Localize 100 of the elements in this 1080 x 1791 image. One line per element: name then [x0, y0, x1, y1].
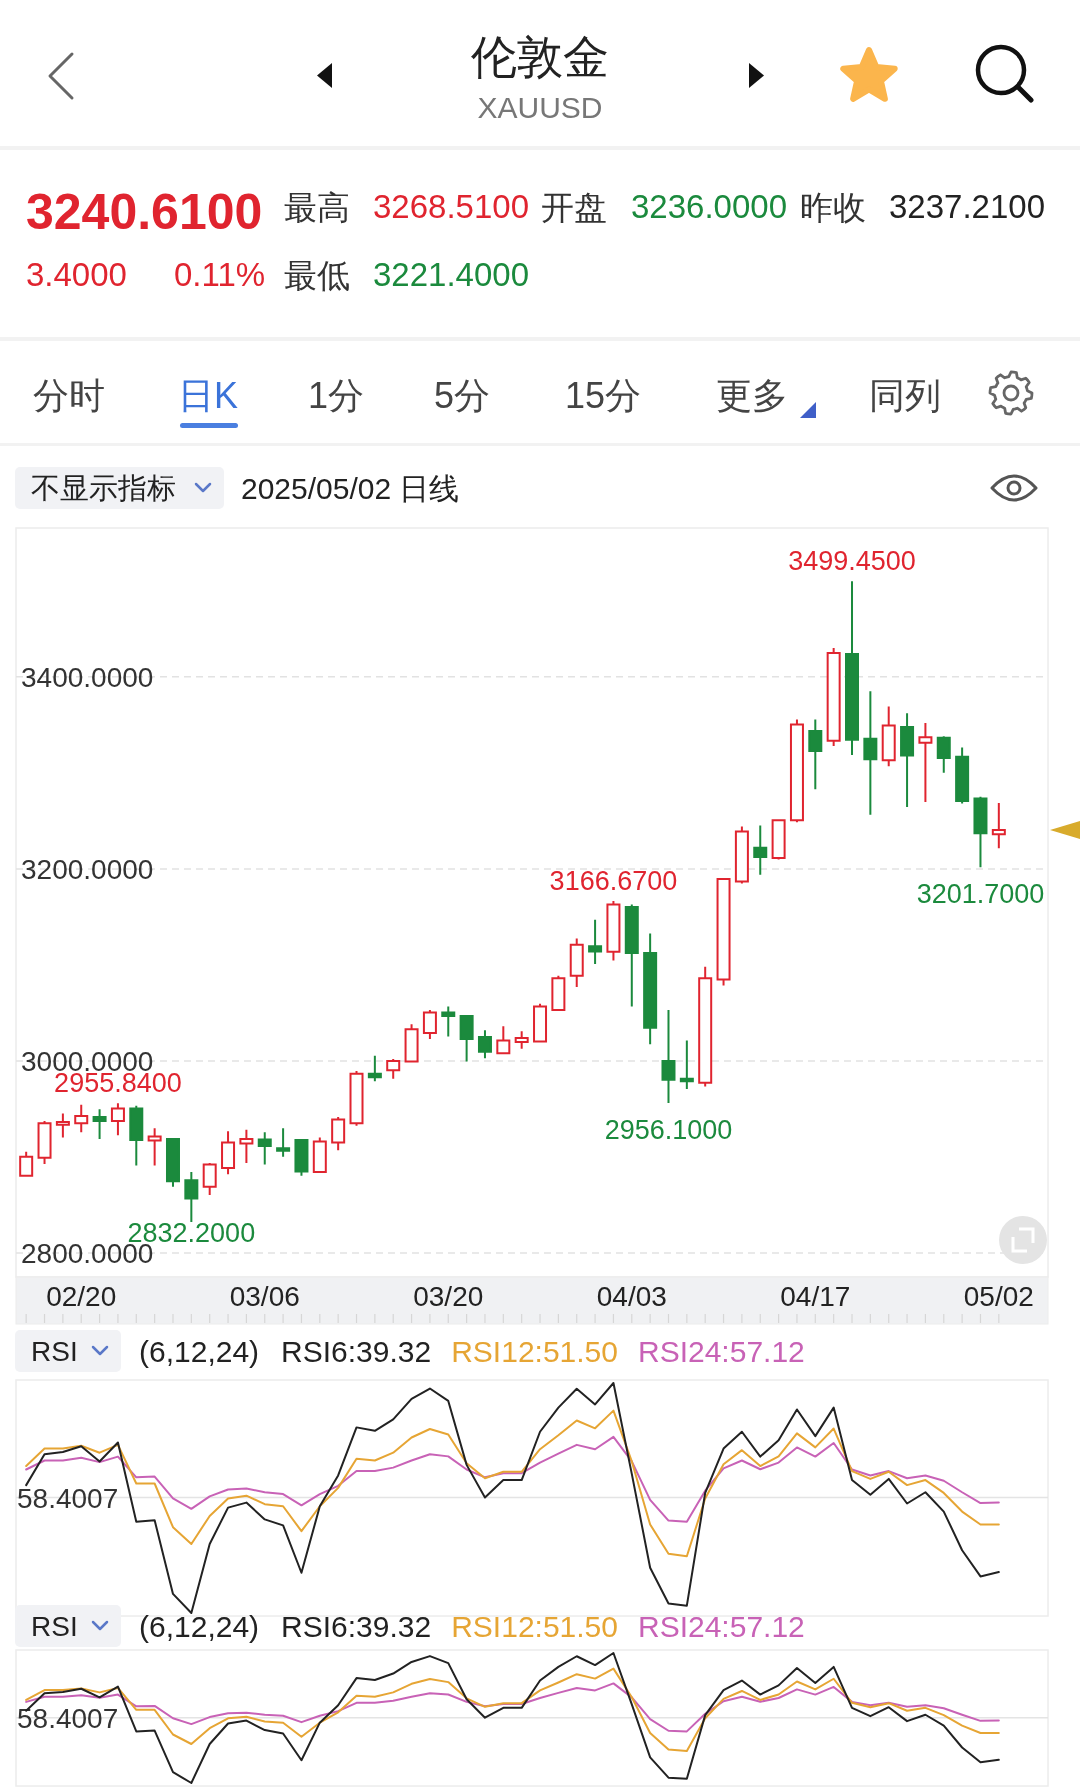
annotation: 3201.7000	[916, 879, 1045, 910]
candlestick	[551, 974, 566, 1012]
candlestick	[459, 1014, 474, 1063]
candlestick	[991, 802, 1006, 850]
candlestick	[202, 1161, 217, 1196]
series-label: RSI6:39.32	[281, 1610, 432, 1643]
candlestick	[918, 721, 933, 803]
candlestick	[147, 1127, 162, 1167]
candlestick	[165, 1137, 180, 1188]
candlestick	[514, 1030, 529, 1050]
x-tick-label: 05/02	[963, 1281, 1034, 1312]
candlestick	[936, 735, 951, 774]
chart-subtitle: (6,12,24)	[139, 1610, 260, 1643]
text: 开盘	[541, 189, 607, 226]
text: 伦敦金	[471, 31, 609, 83]
text: 最高	[284, 189, 350, 226]
candlestick	[92, 1108, 107, 1140]
chart-title: 2025/05/02 日线	[241, 472, 460, 505]
annotation: 3166.6700	[549, 865, 678, 896]
candlestick	[294, 1137, 309, 1177]
text: 更多	[716, 375, 788, 416]
candlestick	[312, 1136, 327, 1175]
text: XAUUSD	[477, 91, 603, 124]
candlestick	[276, 1127, 291, 1158]
candlestick	[19, 1150, 34, 1177]
candlestick	[422, 1008, 437, 1041]
y-tick-label: 3400.0000	[21, 661, 154, 693]
candlestick	[955, 746, 970, 805]
candlestick	[569, 937, 584, 988]
candlestick	[826, 647, 841, 747]
candlestick	[698, 965, 713, 1088]
candlestick	[881, 705, 896, 768]
x-tick-label: 04/03	[596, 1281, 667, 1312]
text: 同列	[869, 375, 941, 416]
x-tick-label: 03/20	[413, 1281, 484, 1312]
text: 3268.5100	[373, 188, 529, 225]
candlestick	[37, 1120, 52, 1165]
text: 3221.4000	[373, 256, 529, 293]
annotation: 58.4007	[17, 1702, 119, 1734]
candlestick	[973, 795, 988, 869]
candlestick	[679, 1039, 694, 1090]
candlestick	[643, 932, 658, 1046]
text: 日K	[178, 375, 239, 416]
candlestick	[110, 1102, 125, 1137]
text: 昨收	[800, 189, 866, 226]
text: 3236.0000	[631, 188, 787, 225]
candlestick	[789, 718, 804, 824]
candlestick	[624, 903, 639, 1008]
candlestick	[845, 580, 860, 757]
candlestick	[808, 718, 823, 791]
x-tick-label: 04/17	[780, 1281, 851, 1312]
candlestick	[753, 824, 768, 876]
series-label: RSI6:39.32	[281, 1335, 432, 1368]
text: 3237.2100	[889, 188, 1045, 225]
candlestick	[367, 1054, 382, 1083]
chart-title: RSI	[31, 1336, 78, 1368]
candlestick	[441, 1005, 456, 1038]
candlestick	[863, 690, 878, 816]
text: 1分	[308, 375, 365, 416]
text: 5分	[434, 375, 491, 416]
y-tick-label: 3200.0000	[21, 853, 154, 885]
text: 15分	[565, 375, 642, 416]
text: 最低	[284, 257, 350, 294]
candlestick	[533, 1002, 548, 1044]
candlestick	[55, 1112, 70, 1139]
x-tick-label: 03/06	[229, 1281, 300, 1312]
candlestick	[477, 1029, 492, 1060]
candlestick	[734, 825, 749, 885]
chart-subtitle: 不显示指标	[31, 472, 176, 505]
candlestick	[129, 1104, 144, 1167]
candlestick	[661, 1008, 676, 1105]
candlestick	[257, 1131, 272, 1166]
text: 0.11%	[174, 256, 266, 293]
candlestick	[900, 712, 915, 809]
chart-title: RSI	[31, 1611, 78, 1643]
text: 3.4000	[26, 256, 127, 293]
candlestick	[771, 818, 786, 861]
candlestick	[74, 1103, 89, 1134]
series-label: RSI12:51.50	[451, 1335, 618, 1368]
text: RSI24:57.12	[637, 1335, 805, 1368]
candlestick	[349, 1070, 364, 1127]
candlestick	[221, 1130, 236, 1176]
chart-subtitle: (6,12,24)	[139, 1335, 260, 1368]
candlestick	[496, 1025, 511, 1056]
candlestick	[331, 1116, 346, 1152]
annotation: 58.4007	[17, 1482, 119, 1514]
candlestick	[184, 1171, 199, 1224]
candlestick	[404, 1023, 419, 1063]
candlestick	[588, 918, 603, 966]
candlestick	[716, 876, 731, 987]
series-label: RSI12:51.50	[451, 1610, 618, 1643]
text: 3240.6100	[26, 184, 263, 240]
candlestick	[606, 899, 621, 962]
candlestick	[239, 1128, 254, 1164]
annotation: 2956.1000	[604, 1115, 733, 1146]
series-label: RSI24:57.12	[637, 1610, 805, 1643]
candlestick	[386, 1057, 401, 1080]
text: 分时	[33, 375, 105, 416]
annotation: 3499.4500	[788, 546, 916, 577]
x-tick-label: 02/20	[46, 1281, 117, 1312]
